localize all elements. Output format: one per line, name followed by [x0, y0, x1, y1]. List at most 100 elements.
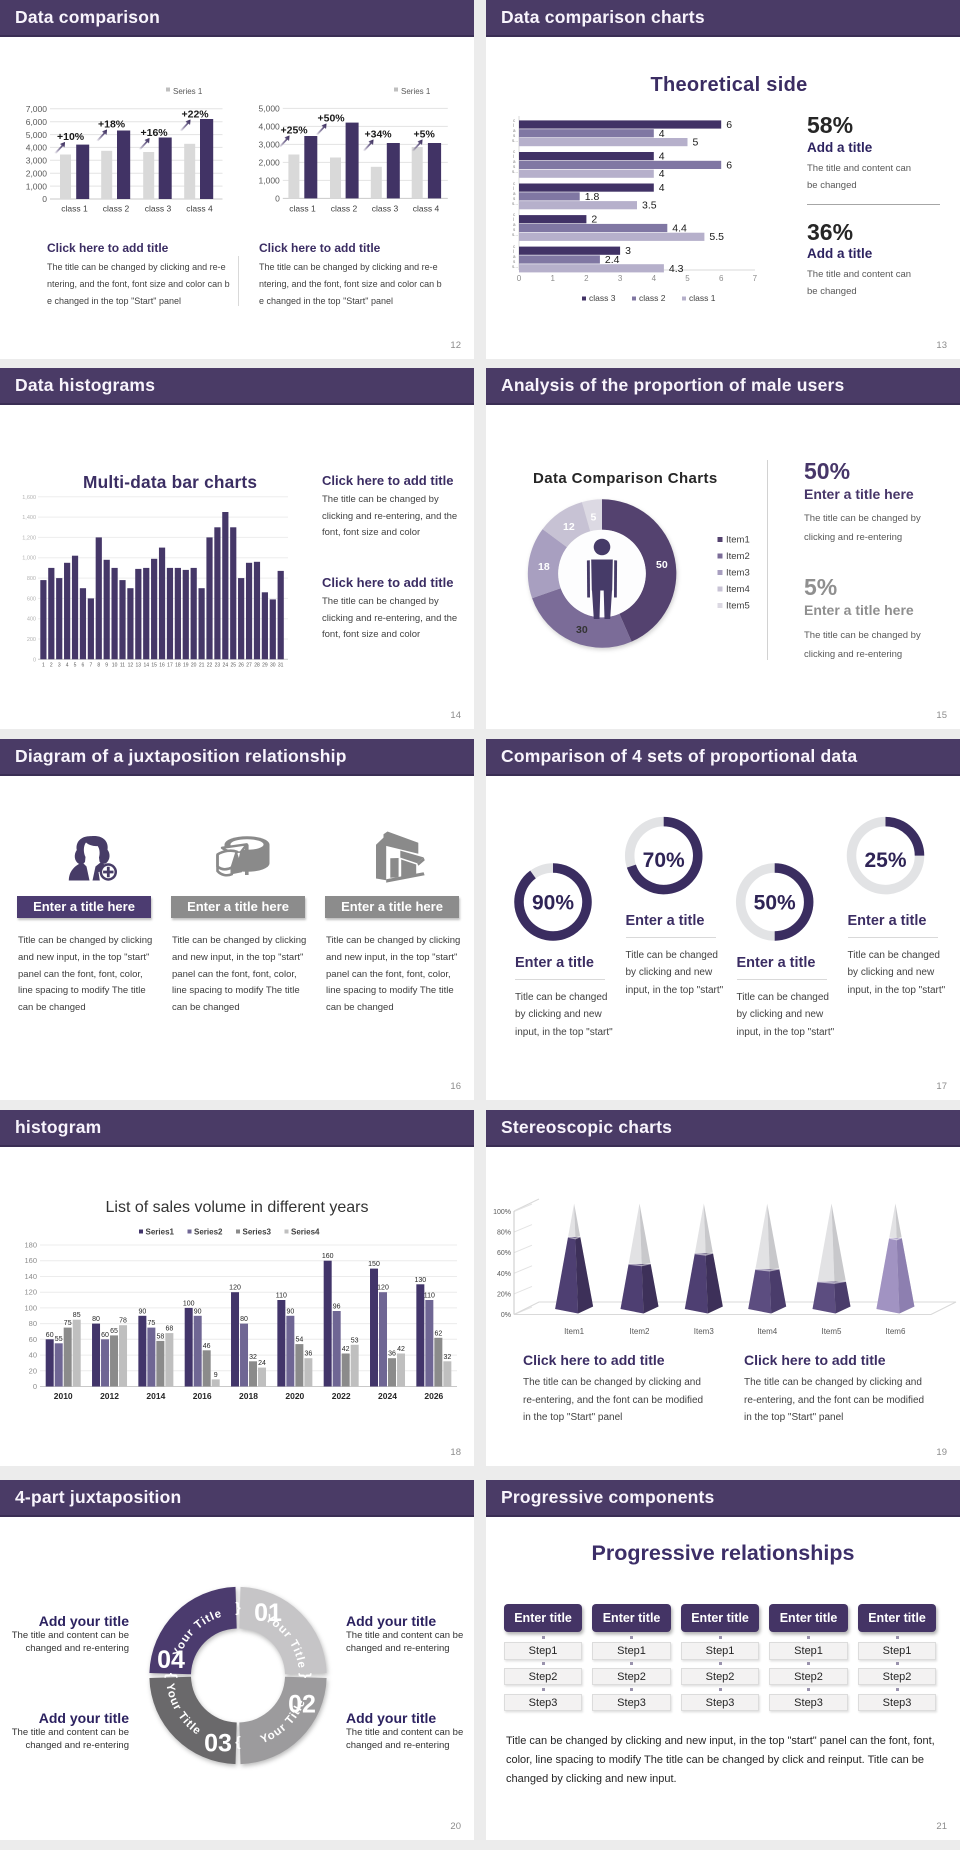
svg-text:6: 6: [719, 274, 724, 283]
svg-text:6: 6: [726, 159, 732, 171]
svg-text:2020: 2020: [285, 1391, 304, 1401]
svg-text:29: 29: [262, 663, 268, 669]
svg-text:11: 11: [120, 663, 125, 669]
svg-text:42: 42: [342, 1346, 350, 1353]
svg-text:2012: 2012: [100, 1391, 119, 1401]
svg-text:class 2: class 2: [639, 293, 666, 303]
svg-text:class 4: class 4: [413, 204, 440, 214]
svg-text:l: l: [513, 123, 514, 128]
svg-text:40: 40: [29, 1351, 37, 1360]
svg-text:70%: 70%: [643, 849, 685, 872]
svg-text:800: 800: [27, 576, 36, 582]
svg-text:160: 160: [322, 1253, 334, 1260]
svg-text:24: 24: [223, 663, 229, 669]
svg-text:01: 01: [254, 1599, 282, 1627]
svg-text:1,200: 1,200: [22, 535, 36, 541]
svg-text:8: 8: [97, 663, 100, 669]
svg-text:4.3: 4.3: [669, 263, 684, 275]
svg-text:c: c: [513, 149, 516, 154]
svg-text:120: 120: [377, 1285, 389, 1292]
svg-text:13: 13: [136, 663, 142, 669]
svg-text:class 4: class 4: [186, 204, 213, 214]
svg-text:12: 12: [563, 521, 575, 533]
svg-text:30: 30: [270, 663, 276, 669]
svg-text:15: 15: [151, 663, 157, 669]
svg-text:c: c: [513, 212, 516, 217]
svg-text:1.8: 1.8: [585, 191, 600, 203]
svg-text:0: 0: [42, 194, 47, 204]
svg-text:s: s: [513, 196, 516, 201]
svg-text:Item5: Item5: [821, 1327, 842, 1336]
svg-text:18: 18: [175, 663, 181, 669]
svg-text:0: 0: [517, 274, 522, 283]
svg-text:60%: 60%: [497, 1250, 511, 1257]
svg-text:110: 110: [276, 1293, 287, 1300]
svg-text:Item1: Item1: [564, 1327, 585, 1336]
svg-text:5: 5: [685, 274, 690, 283]
svg-text:Item1: Item1: [726, 535, 750, 546]
svg-text:5: 5: [693, 137, 699, 149]
svg-text:class 2: class 2: [103, 204, 130, 214]
svg-text:04: 04: [157, 1646, 185, 1674]
svg-text:1,000: 1,000: [26, 181, 48, 191]
svg-text:100%: 100%: [493, 1209, 511, 1216]
svg-text:100: 100: [24, 1303, 37, 1312]
svg-text:s: s: [513, 164, 516, 169]
svg-text:class 2: class 2: [331, 204, 358, 214]
svg-text:2026: 2026: [424, 1391, 443, 1401]
svg-text:4.4: 4.4: [672, 223, 687, 235]
svg-text:1,400: 1,400: [22, 515, 36, 521]
svg-text:a: a: [513, 254, 516, 259]
svg-text:80: 80: [240, 1316, 248, 1323]
svg-text:class 1: class 1: [289, 204, 316, 214]
svg-text:65: 65: [110, 1328, 118, 1335]
svg-text:c: c: [513, 244, 516, 249]
svg-text:a: a: [513, 191, 516, 196]
svg-text:Item3: Item3: [694, 1327, 715, 1336]
svg-text:0%: 0%: [501, 1312, 511, 1319]
svg-text:80%: 80%: [497, 1230, 511, 1237]
svg-text:40%: 40%: [497, 1271, 511, 1278]
svg-text:130: 130: [414, 1277, 426, 1284]
svg-text:class 3: class 3: [145, 204, 172, 214]
svg-text:4,000: 4,000: [259, 122, 281, 132]
svg-text:+18%: +18%: [98, 119, 126, 131]
svg-text:50%: 50%: [754, 892, 796, 915]
svg-text:5,000: 5,000: [26, 130, 48, 140]
svg-text:5.5: 5.5: [709, 231, 724, 243]
svg-text:120: 120: [229, 1285, 241, 1292]
svg-text:60: 60: [101, 1332, 109, 1339]
svg-text:10: 10: [112, 663, 118, 669]
svg-text:1: 1: [42, 663, 45, 669]
svg-text:90: 90: [194, 1308, 202, 1315]
svg-text:s...: s...: [512, 169, 518, 174]
svg-text:2010: 2010: [54, 1391, 73, 1401]
svg-text:7: 7: [753, 274, 758, 283]
svg-text:180: 180: [24, 1241, 37, 1250]
svg-text:class 3: class 3: [372, 204, 399, 214]
svg-text:3: 3: [625, 245, 631, 257]
svg-text:3: 3: [618, 274, 623, 283]
svg-text:1,600: 1,600: [22, 495, 36, 501]
svg-text:46: 46: [203, 1343, 211, 1350]
svg-text:160: 160: [24, 1256, 37, 1265]
svg-text:1,000: 1,000: [22, 556, 36, 562]
svg-text:4: 4: [659, 151, 665, 163]
svg-text:s: s: [513, 133, 516, 138]
svg-text:18: 18: [538, 561, 550, 573]
svg-text:2018: 2018: [239, 1391, 258, 1401]
svg-text:53: 53: [351, 1337, 359, 1344]
svg-text:36: 36: [304, 1351, 312, 1358]
svg-text:2,000: 2,000: [26, 168, 48, 178]
svg-text:Item5: Item5: [726, 601, 750, 612]
svg-text:{: {: [235, 1733, 241, 1749]
svg-text:55: 55: [55, 1336, 63, 1343]
svg-text:2: 2: [584, 274, 589, 283]
svg-text:Series2: Series2: [194, 1227, 223, 1236]
svg-text:58: 58: [156, 1333, 164, 1340]
svg-text:4: 4: [659, 128, 665, 140]
svg-text:Series 1: Series 1: [173, 87, 203, 96]
svg-text:Item2: Item2: [629, 1327, 650, 1336]
svg-text:78: 78: [119, 1318, 127, 1325]
svg-text:5: 5: [591, 512, 597, 524]
